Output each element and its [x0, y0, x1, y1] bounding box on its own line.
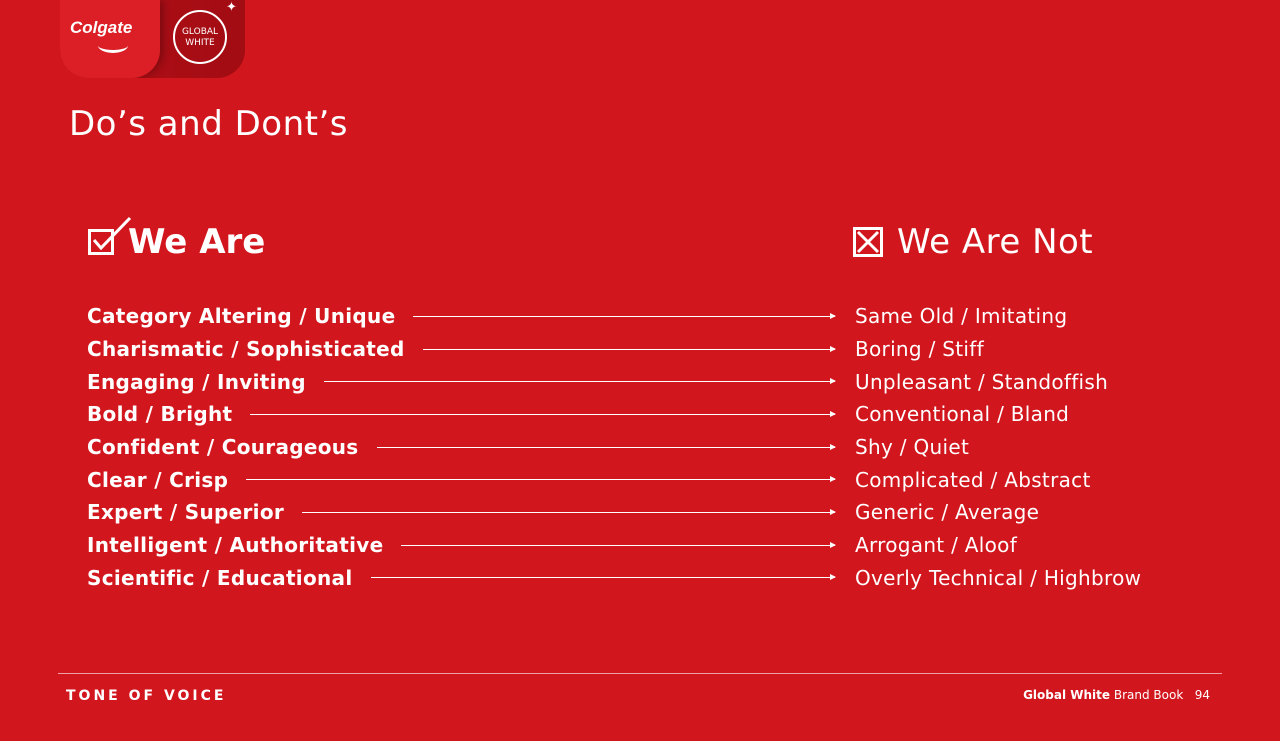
comparison-row: Charismatic / Sophisticated Boring / Stif… [87, 333, 1237, 366]
we-are-not-trait: Overly Technical / Highbrow [855, 565, 1142, 590]
we-are-trait: Confident / Courageous [87, 435, 359, 460]
we-are-not-trait: Shy / Quiet [855, 435, 970, 460]
colgate-wordmark: Colgate [70, 18, 133, 37]
smile-icon [98, 38, 128, 53]
arrow-right-icon [370, 574, 836, 581]
arrow-right-icon [413, 312, 837, 319]
we-are-trait: Bold / Bright [87, 402, 233, 427]
comparison-list: Category Altering / Unique Same Old / Imi… [87, 300, 1237, 594]
we-are-not-trait: Conventional / Bland [855, 402, 1070, 427]
we-are-not-trait: Boring / Stiff [855, 337, 984, 362]
we-are-not-trait: Generic / Average [855, 500, 1040, 525]
comparison-row: Scientific / Educational Overly Technical… [87, 562, 1237, 595]
we-are-trait: Scientific / Educational [87, 565, 353, 590]
we-are-trait: Charismatic / Sophisticated [87, 337, 405, 362]
arrow-right-icon [250, 410, 837, 417]
checkbox-x-icon [853, 227, 883, 257]
we-are-not-trait: Unpleasant / Standoffish [855, 369, 1109, 394]
comparison-row: Bold / Bright Conventional / Bland [87, 398, 1237, 431]
comparison-row: Clear / Crisp Complicated / Abstract [87, 463, 1237, 496]
arrow-right-icon [422, 345, 836, 352]
we-are-heading: We Are [88, 216, 265, 262]
page-number: 94 [1194, 688, 1210, 702]
we-are-trait: Engaging / Inviting [87, 369, 306, 394]
we-are-trait: Intelligent / Authoritative [87, 533, 384, 558]
footer-divider [58, 673, 1222, 674]
page-title: Do’s and Dont’s [69, 104, 348, 144]
arrow-right-icon [302, 508, 837, 515]
arrow-right-icon [401, 541, 837, 548]
comparison-row: Confident / Courageous Shy / Quiet [87, 431, 1237, 464]
section-label: TONE OF VOICE [66, 688, 227, 704]
comparison-row: Engaging / Inviting Unpleasant / Standoff… [87, 365, 1237, 398]
we-are-trait: Clear / Crisp [87, 467, 229, 492]
comparison-row: Category Altering / Unique Same Old / Imi… [87, 300, 1237, 333]
comparison-row: Intelligent / Authoritative Arrogant / Al… [87, 529, 1237, 562]
we-are-not-trait: Same Old / Imitating [855, 304, 1068, 329]
we-are-trait: Expert / Superior [87, 500, 285, 525]
checkbox-checked-icon [88, 216, 132, 255]
sparkle-icon: ✦ [226, 0, 237, 15]
arrow-right-icon [246, 476, 837, 483]
we-are-not-trait: Complicated / Abstract [855, 467, 1091, 492]
footer-book: Global White Brand Book 94 [1023, 688, 1210, 702]
we-are-not-trait: Arrogant / Aloof [855, 533, 1018, 558]
arrow-right-icon [376, 443, 836, 450]
comparison-row: Expert / Superior Generic / Average [87, 496, 1237, 529]
global-white-badge: GLOBAL WHITE [173, 10, 227, 64]
we-are-not-heading: We Are Not [853, 222, 1093, 262]
arrow-right-icon [323, 378, 836, 385]
we-are-trait: Category Altering / Unique [87, 304, 396, 329]
brand-logo: Colgate GLOBAL WHITE ✦ [60, 0, 245, 78]
